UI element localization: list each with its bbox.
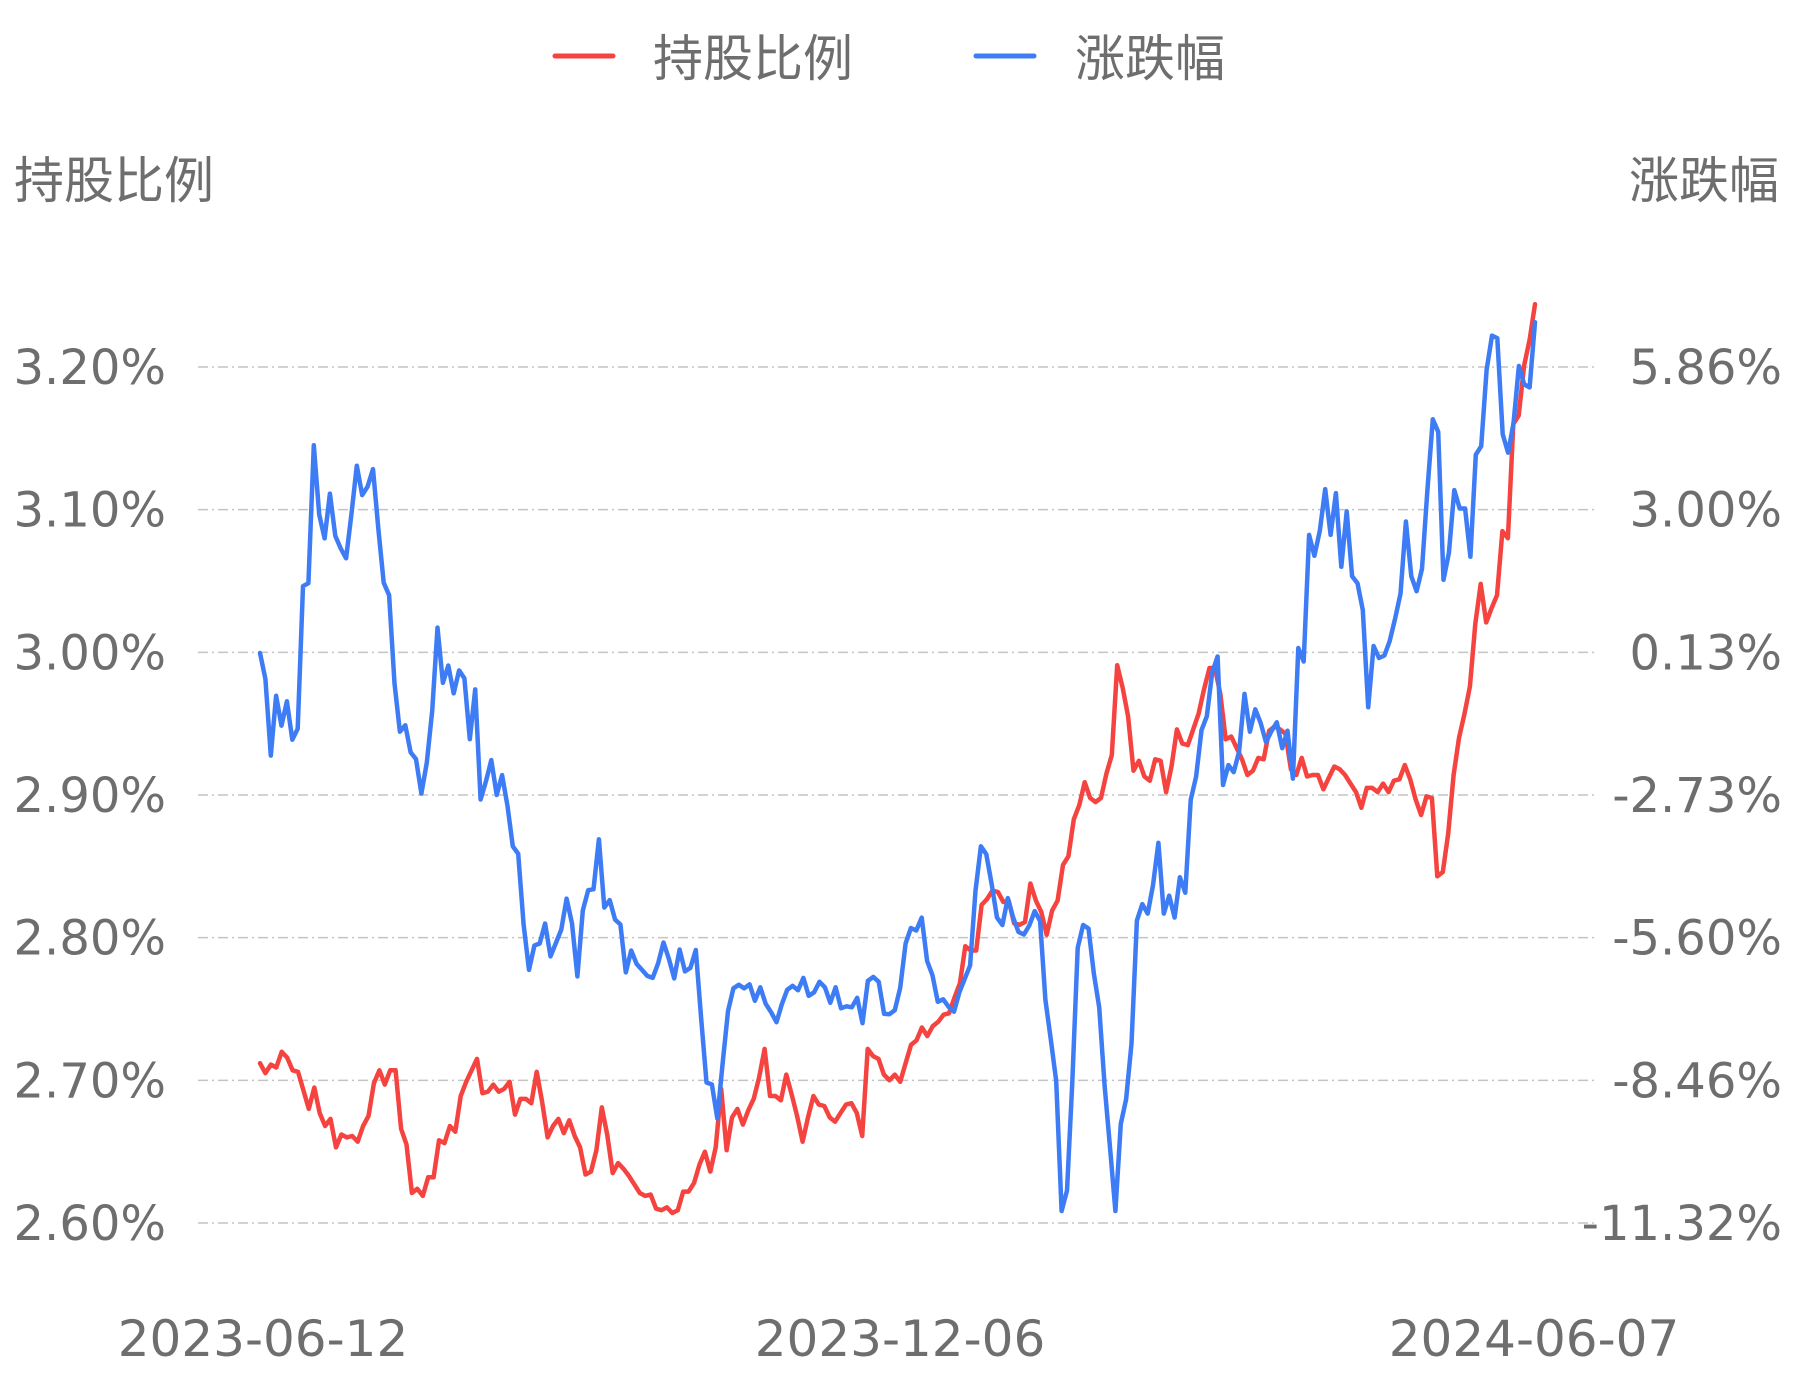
legend-label-shareholding: 持股比例 <box>653 30 853 88</box>
legend: 持股比例 涨跌幅 <box>552 30 1225 88</box>
x-axis-ticks: 2023-06-12 2023-12-06 2024-06-07 <box>118 1310 1680 1368</box>
gridlines <box>198 366 1598 1224</box>
plot-area <box>257 301 1538 1216</box>
left-tick-label: 3.20% <box>14 340 166 396</box>
right-axis-ticks: 5.86% 3.00% 0.13% -2.73% -5.60% -8.46% -11.32% <box>1582 340 1782 1252</box>
left-tick-label: 2.80% <box>14 911 166 967</box>
left-tick-label: 2.60% <box>14 1196 166 1252</box>
left-axis-title: 持股比例 <box>14 152 214 210</box>
right-tick-label: 5.86% <box>1630 340 1782 396</box>
right-tick-label: 0.13% <box>1630 625 1782 681</box>
left-tick-label: 3.00% <box>14 625 166 681</box>
left-tick-label: 2.70% <box>14 1053 166 1109</box>
legend-label-change: 涨跌幅 <box>1075 30 1225 88</box>
left-tick-label: 3.10% <box>14 483 166 539</box>
left-tick-label: 2.90% <box>14 768 166 824</box>
x-tick-label: 2024-06-07 <box>1389 1310 1680 1368</box>
x-tick-label: 2023-06-12 <box>118 1310 409 1368</box>
right-tick-label: -2.73% <box>1612 768 1782 824</box>
left-axis-ticks: 3.20% 3.10% 3.00% 2.90% 2.80% 2.70% 2.60% <box>14 340 166 1252</box>
right-tick-label: -8.46% <box>1612 1053 1782 1109</box>
series-line-change <box>257 319 1538 1214</box>
right-tick-label: -11.32% <box>1582 1196 1782 1252</box>
right-tick-label: -5.60% <box>1612 911 1782 967</box>
series-line-shareholding <box>257 301 1538 1216</box>
right-axis-title: 涨跌幅 <box>1629 152 1779 210</box>
right-tick-label: 3.00% <box>1630 483 1782 539</box>
x-tick-label: 2023-12-06 <box>755 1310 1046 1368</box>
